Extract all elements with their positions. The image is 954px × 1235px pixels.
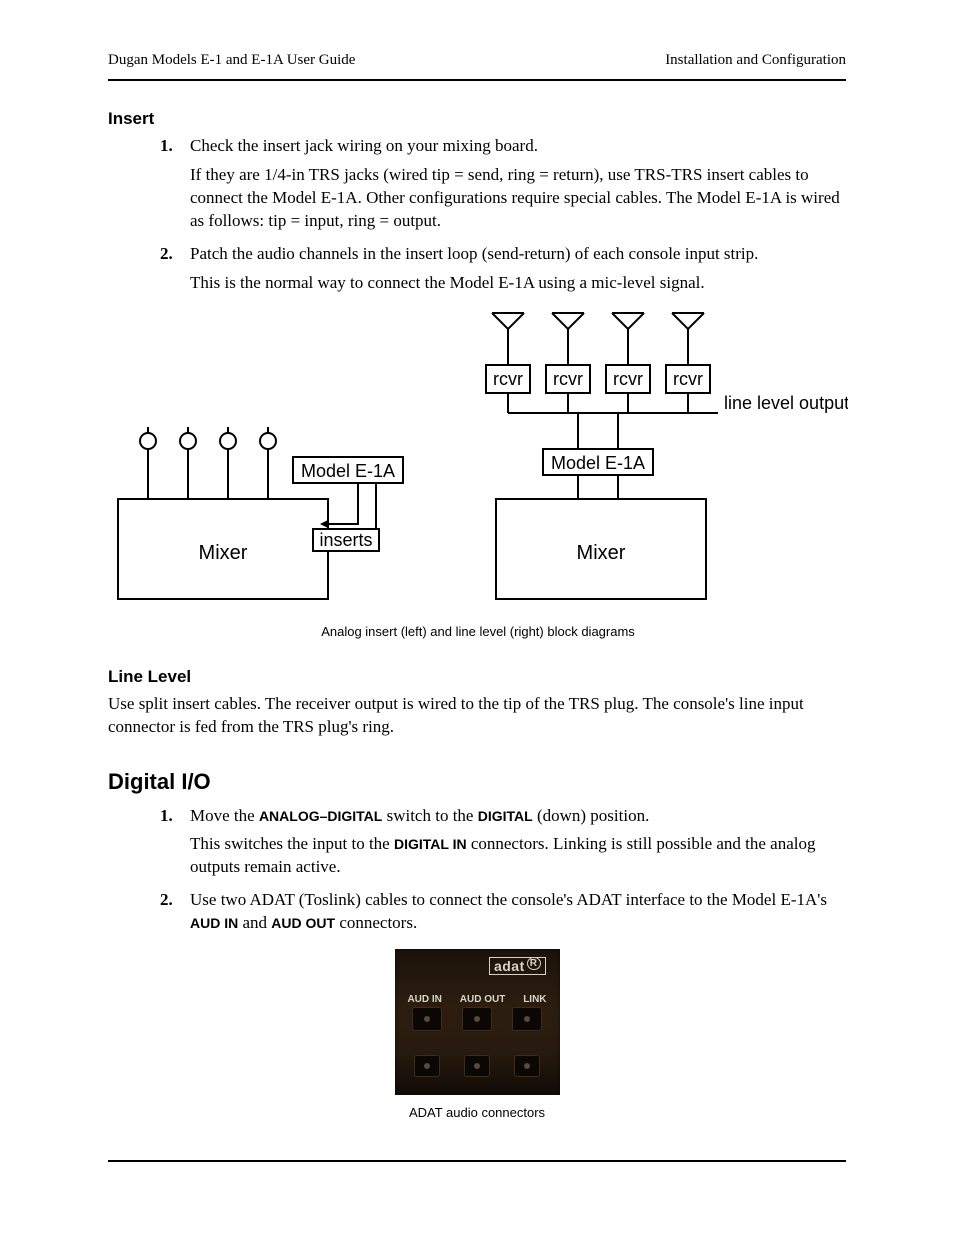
right-model-label: Model E-1A [551,453,645,473]
footer-rule [108,1160,846,1162]
adat-socket [414,1055,440,1077]
insert-item-2-lead: Patch the audio channels in the insert l… [190,244,758,263]
left-model-label: Model E-1A [301,461,395,481]
insert-item-1-para: If they are 1/4-in TRS jacks (wired tip … [190,164,846,233]
list-number: 2. [160,889,173,912]
adat-figure: adatR AUD IN AUD OUT LINK ADAT audio con… [108,949,846,1120]
insert-item-2-para: This is the normal way to connect the Mo… [190,272,846,295]
right-mixer-label: Mixer [577,542,626,564]
insert-item-1: 1. Check the insert jack wiring on your … [160,135,846,233]
adat-logo: adatR [489,957,546,975]
diagram-caption: Analog insert (left) and line level (rig… [108,624,848,639]
digital-item-1-para: This switches the input to the DIGITAL I… [190,833,846,879]
left-mixer-label: Mixer [199,542,248,564]
heading-insert: Insert [108,109,846,129]
header-right: Installation and Configuration [665,52,846,69]
list-number: 1. [160,135,173,158]
adat-label-link: LINK [523,994,546,1005]
adat-panel: adatR AUD IN AUD OUT LINK [395,949,560,1095]
list-number: 2. [160,243,173,266]
adat-caption: ADAT audio connectors [108,1105,846,1120]
heading-line-level: Line Level [108,667,846,687]
line-level-outputs-label: line level outputs [724,393,848,413]
running-header: Dugan Models E-1 and E-1A User Guide Ins… [108,52,846,81]
rcvr-label-2: rcvr [553,369,583,389]
adat-label-aud-in: AUD IN [407,994,441,1005]
left-mics [140,427,276,499]
adat-socket [464,1055,490,1077]
adat-socket [462,1007,492,1031]
digital-item-1: 1. Move the ANALOG–DIGITAL switch to the… [160,805,846,880]
rcvr-label-1: rcvr [493,369,523,389]
right-antennas [492,313,704,365]
digital-item-2-lead: Use two ADAT (Toslink) cables to connect… [190,890,827,932]
rcvr-label-3: rcvr [613,369,643,389]
insert-item-1-lead: Check the insert jack wiring on your mix… [190,136,538,155]
right-diagram-group: rcvr rcvr rcvr rcvr line level outputs [486,313,848,599]
digital-item-1-lead: Move the ANALOG–DIGITAL switch to the DI… [190,806,649,825]
adat-label-row: AUD IN AUD OUT LINK [395,994,560,1005]
heading-digital-io: Digital I/O [108,769,846,795]
block-diagram: Mixer Model E-1 [108,309,848,639]
insert-item-2: 2. Patch the audio channels in the inser… [160,243,846,295]
adat-socket [514,1055,540,1077]
block-diagram-svg: Mixer Model E-1 [108,309,848,609]
adat-socket [412,1007,442,1031]
adat-socket [512,1007,542,1031]
list-number: 1. [160,805,173,828]
page: Dugan Models E-1 and E-1A User Guide Ins… [0,0,954,1212]
digital-list: 1. Move the ANALOG–DIGITAL switch to the… [160,805,846,936]
adat-socket-row-1 [395,1007,560,1031]
left-inserts-label: inserts [319,530,372,550]
digital-item-2: 2. Use two ADAT (Toslink) cables to conn… [160,889,846,935]
adat-socket-row-2 [395,1055,560,1077]
insert-list: 1. Check the insert jack wiring on your … [160,135,846,295]
line-level-para: Use split insert cables. The receiver ou… [108,693,846,739]
header-left: Dugan Models E-1 and E-1A User Guide [108,52,355,69]
rcvr-label-4: rcvr [673,369,703,389]
adat-label-aud-out: AUD OUT [460,994,506,1005]
